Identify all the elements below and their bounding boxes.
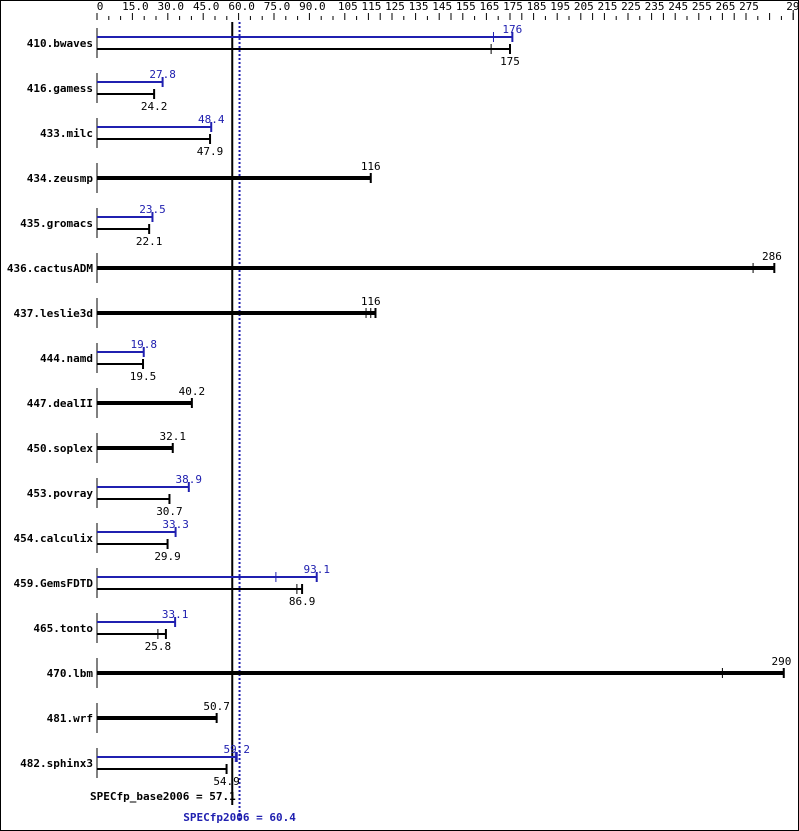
benchmark-label: 444.namd [40, 352, 93, 365]
base-value-label: 29.9 [154, 550, 181, 563]
benchmark-label: 470.lbm [47, 667, 94, 680]
benchmark-label: 435.gromacs [20, 217, 93, 230]
benchmark-label: 416.gamess [27, 82, 93, 95]
benchmark-label: 437.leslie3d [14, 307, 93, 320]
benchmark-label: 436.cactusADM [7, 262, 93, 275]
peak-summary-label: SPECfp2006 = 60.4 [183, 811, 296, 824]
peak-value-label: 176 [502, 23, 522, 36]
benchmark-label: 410.bwaves [27, 37, 93, 50]
base-value-label: 86.9 [289, 595, 316, 608]
benchmark-label: 459.GemsFDTD [14, 577, 94, 590]
axis-tick-label: 245 [668, 0, 688, 13]
axis-tick-label: 205 [574, 0, 594, 13]
benchmark-label: 454.calculix [14, 532, 94, 545]
axis-tick-label: 255 [692, 0, 712, 13]
peak-value-label: 23.5 [139, 203, 166, 216]
peak-value-label: 27.8 [149, 68, 176, 81]
base-summary-label: SPECfp_base2006 = 57.1 [90, 790, 236, 803]
peak-value-label: 38.9 [176, 473, 203, 486]
benchmark-label: 481.wrf [47, 712, 93, 725]
base-value-label: 22.1 [136, 235, 163, 248]
axis-tick-label: 215 [597, 0, 617, 13]
base-value-label: 116 [361, 160, 381, 173]
axis-tick-label: 30.0 [158, 0, 185, 13]
peak-value-label: 93.1 [303, 563, 330, 576]
axis-tick-label: 265 [715, 0, 735, 13]
axis-tick-label: 195 [550, 0, 570, 13]
axis-tick-label: 155 [456, 0, 476, 13]
axis-tick-label: 295 [786, 0, 799, 13]
benchmark-label: 433.milc [40, 127, 93, 140]
benchmark-label: 482.sphinx3 [20, 757, 93, 770]
axis-tick-label: 125 [385, 0, 405, 13]
peak-value-label: 48.4 [198, 113, 225, 126]
benchmark-label: 447.dealII [27, 397, 93, 410]
axis-tick-label: 135 [409, 0, 429, 13]
peak-value-label: 19.8 [130, 338, 157, 351]
axis-tick-label: 90.0 [299, 0, 326, 13]
benchmark-label: 453.povray [27, 487, 94, 500]
benchmark-label: 450.soplex [27, 442, 94, 455]
base-value-label: 116 [361, 295, 381, 308]
base-value-label: 19.5 [130, 370, 157, 383]
base-value-label: 30.7 [156, 505, 183, 518]
base-value-label: 290 [771, 655, 791, 668]
axis-tick-label: 0 [97, 0, 104, 13]
benchmark-label: 465.tonto [33, 622, 93, 635]
peak-value-label: 33.3 [162, 518, 189, 531]
axis-tick-label: 175 [503, 0, 523, 13]
axis-tick-label: 235 [645, 0, 665, 13]
benchmark-label: 434.zeusmp [27, 172, 94, 185]
axis-tick-label: 15.0 [122, 0, 149, 13]
axis-tick-label: 105 [338, 0, 358, 13]
axis-tick-label: 185 [527, 0, 547, 13]
base-value-label: 50.7 [203, 700, 230, 713]
base-value-label: 54.9 [213, 775, 240, 788]
base-value-label: 24.2 [141, 100, 168, 113]
base-value-label: 175 [500, 55, 520, 68]
base-value-label: 25.8 [145, 640, 172, 653]
axis-tick-label: 75.0 [264, 0, 291, 13]
base-value-label: 286 [762, 250, 782, 263]
base-value-label: 47.9 [197, 145, 224, 158]
axis-tick-label: 165 [479, 0, 499, 13]
axis-tick-label: 145 [432, 0, 452, 13]
base-value-label: 32.1 [160, 430, 187, 443]
base-value-label: 40.2 [179, 385, 206, 398]
axis-tick-label: 45.0 [193, 0, 220, 13]
axis-tick-label: 275 [739, 0, 759, 13]
axis-tick-label: 60.0 [228, 0, 255, 13]
axis-tick-label: 225 [621, 0, 641, 13]
peak-value-label: 33.1 [162, 608, 189, 621]
axis-tick-label: 115 [361, 0, 381, 13]
peak-value-label: 59.2 [223, 743, 250, 756]
